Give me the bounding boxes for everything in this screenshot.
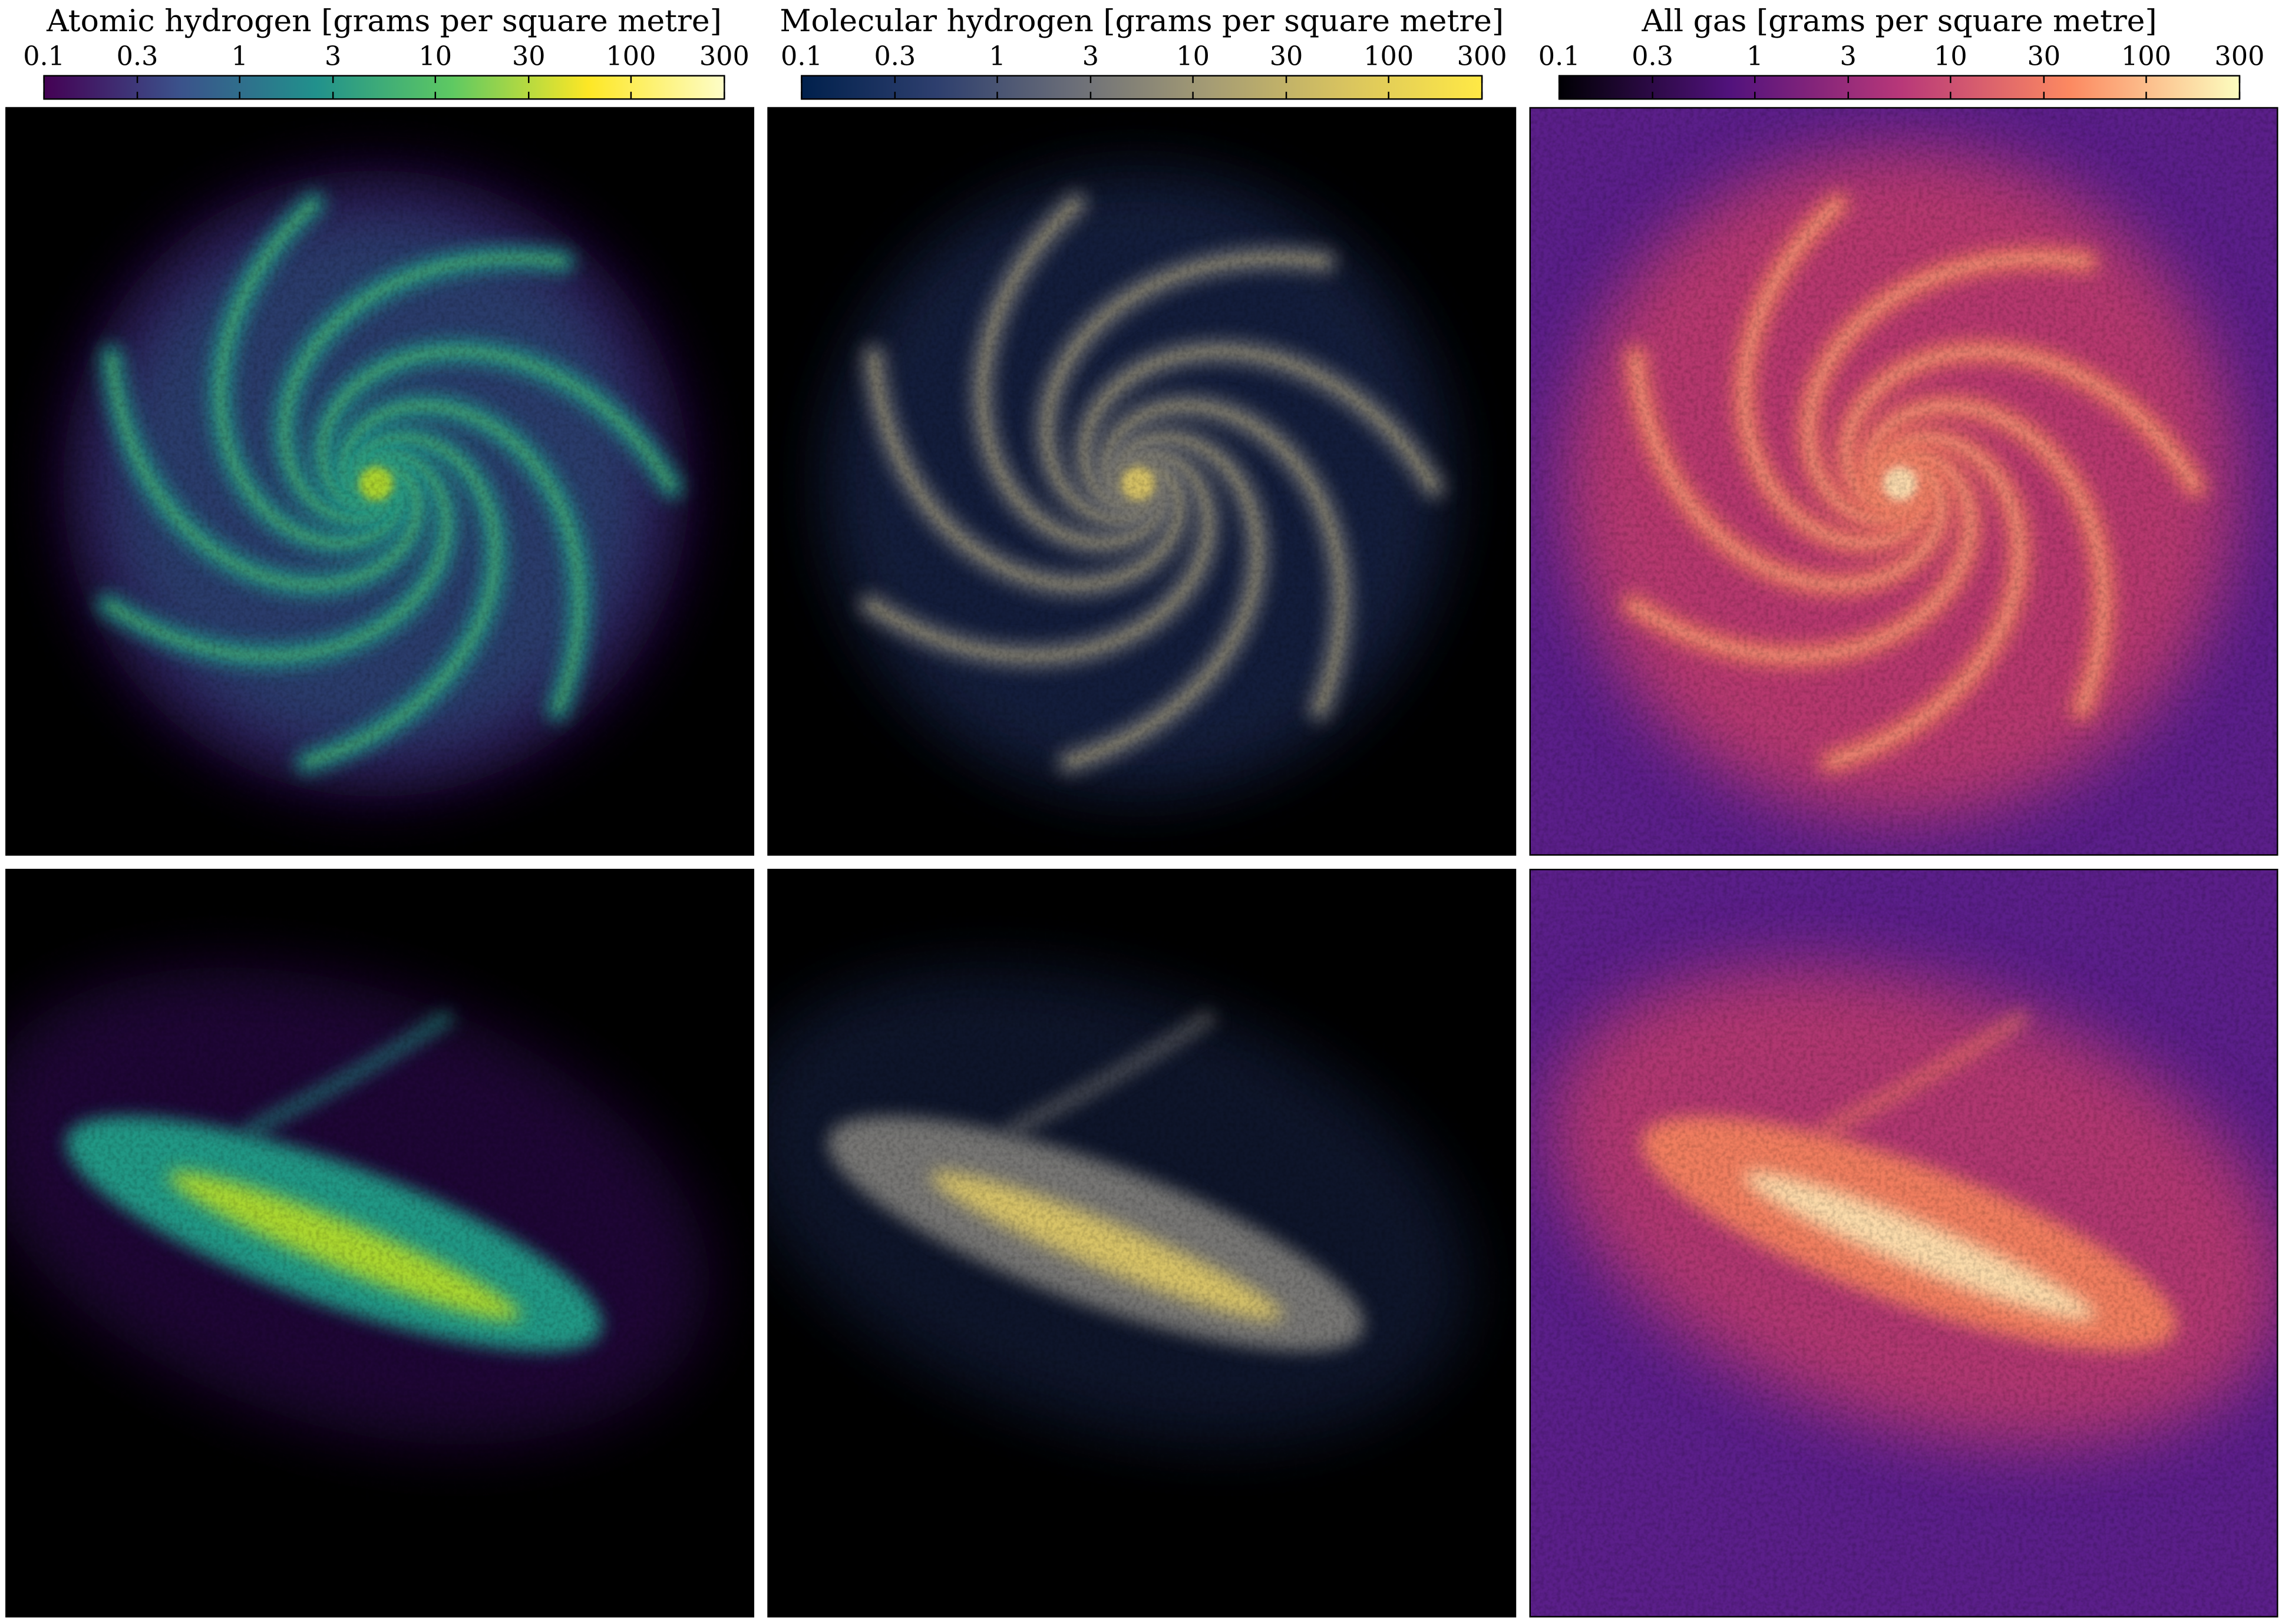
- colorbar-tick-label: 30: [1270, 41, 1303, 71]
- colorbar-tick-label: 10: [418, 41, 452, 71]
- colorbar-tick-label: 0.1: [23, 41, 65, 71]
- map-panel: [1530, 108, 2277, 855]
- map-panel: [677, 869, 1533, 1616]
- map-texture: [768, 108, 1515, 855]
- colorbar-tick-label: 100: [606, 41, 656, 71]
- map-texture: [6, 869, 753, 1616]
- colorbar-tick-label: 30: [512, 41, 546, 71]
- colorbar-tick-label: 1: [1746, 41, 1763, 71]
- colorbar-tick-label: 0.1: [781, 41, 823, 71]
- map-texture: [768, 869, 1515, 1616]
- colorbar-tick-label: 10: [1934, 41, 1967, 71]
- colorbar-tick-label: 0.3: [1632, 41, 1673, 71]
- colorbar-title: All gas [grams per square metre]: [1641, 4, 2157, 39]
- map-texture: [1530, 108, 2277, 855]
- colorbar-tick-label: 3: [325, 41, 341, 71]
- figure: Atomic hydrogen [grams per square metre]…: [0, 0, 2285, 1624]
- colorbar-tick-label: 100: [1363, 41, 1414, 71]
- colorbar-tick-label: 300: [699, 41, 749, 71]
- map-texture: [1530, 869, 2277, 1616]
- colorbar-tick-label: 300: [2214, 41, 2264, 71]
- colorbar-tick-label: 0.3: [874, 41, 916, 71]
- map-panel: [768, 108, 1515, 855]
- colorbar: [1559, 76, 2240, 100]
- map-panel: [0, 869, 771, 1616]
- colorbar-tick-label: 1: [989, 41, 1005, 71]
- colorbar: [44, 76, 725, 100]
- colorbar-tick-label: 0.1: [1538, 41, 1580, 71]
- colorbar-tick-label: 3: [1082, 41, 1099, 71]
- colorbar-tick-label: 300: [1457, 41, 1507, 71]
- map-panel: [1490, 869, 2285, 1616]
- colorbar-tick-label: 0.3: [117, 41, 159, 71]
- colorbar-tick-label: 100: [2121, 41, 2171, 71]
- map-texture: [6, 108, 753, 855]
- colorbar-tick-label: 30: [2027, 41, 2061, 71]
- colorbar-title: Molecular hydrogen [grams per square met…: [780, 4, 1504, 39]
- map-panel: [6, 108, 753, 855]
- colorbar-tick-label: 1: [232, 41, 248, 71]
- colorbar: [801, 76, 1482, 100]
- colorbar-tick-label: 3: [1840, 41, 1857, 71]
- page: {"chart_data": [ {"type": "heatmap", "ti…: [0, 0, 2285, 1624]
- colorbar-title: Atomic hydrogen [grams per square metre]: [46, 4, 722, 39]
- colorbar-tick-label: 10: [1176, 41, 1210, 71]
